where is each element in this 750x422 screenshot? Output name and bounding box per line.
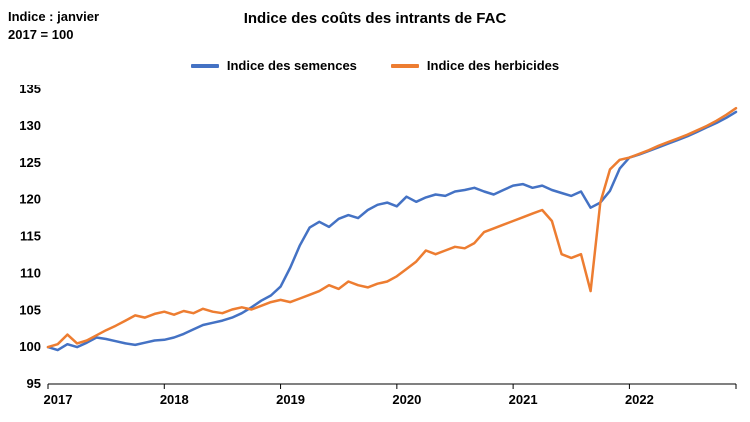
y-tick-label: 135 (19, 85, 41, 96)
chart-legend: Indice des semences Indice des herbicide… (0, 58, 750, 73)
legend-swatch-herbicides-icon (390, 63, 419, 68)
series-line-0 (46, 110, 738, 352)
x-tick-label: 2022 (625, 392, 654, 407)
legend-item-semences: Indice des semences (190, 58, 357, 73)
chart-title: Indice des coûts des intrants de FAC (243, 10, 507, 27)
legend-label-herbicides: Indice des herbicides (426, 58, 560, 73)
legend-label-semences: Indice des semences (226, 58, 357, 73)
y-tick-label: 130 (19, 118, 41, 133)
line-chart-svg: 2017 2018 2019 2020 2021 2022 95 100 105 110 115 12… (19, 81, 738, 407)
y-axis-note: Indice : janvier 2017 = 100 (8, 9, 100, 42)
x-tick-label: 2019 (276, 392, 305, 407)
x-tick-label: 2020 (392, 392, 421, 407)
legend-swatch-semences-icon (190, 63, 219, 68)
y-tick-label: 110 (20, 265, 41, 280)
y-tick-label: 120 (19, 192, 41, 207)
y-tick-label: 100 (19, 339, 41, 354)
legend-item-herbicides: Indice des herbicides (390, 58, 560, 73)
y-tick-label: 125 (19, 155, 41, 170)
series-line-1 (46, 106, 738, 349)
y-tick-label: 115 (20, 229, 41, 244)
x-tick-label: 2021 (509, 392, 538, 407)
y-tick-label: 105 (19, 302, 41, 317)
x-tick-label: 2017 (44, 392, 73, 407)
x-tick-label: 2018 (160, 392, 189, 407)
y-tick-label: 95 (27, 376, 41, 391)
plot-area: 2017 2018 2019 2020 2021 2022 95 100 105 110 115 12… (0, 81, 750, 422)
